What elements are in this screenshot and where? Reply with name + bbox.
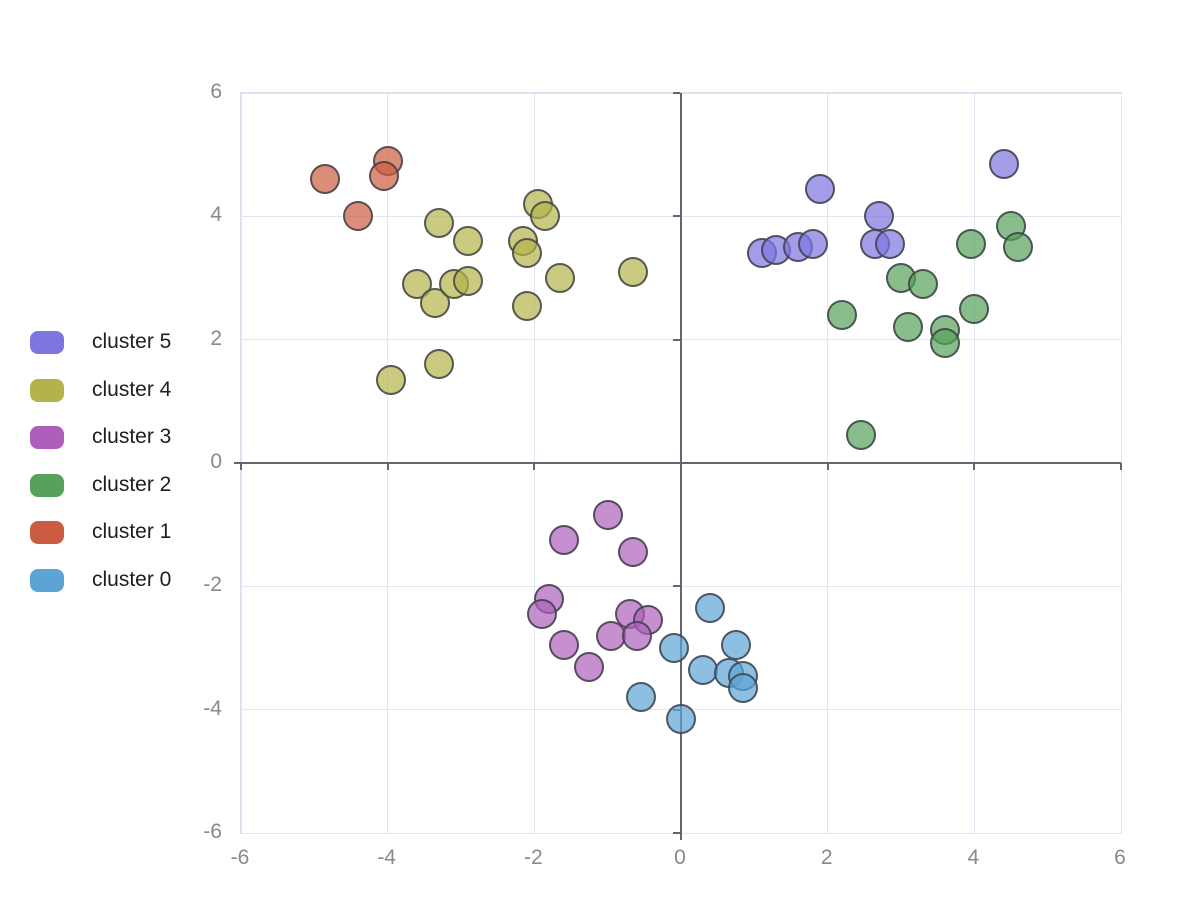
legend-swatch [30,330,64,354]
data-point [618,256,649,287]
data-point [721,629,751,660]
legend-label: cluster 4 [92,378,172,401]
plot-area [234,92,1122,840]
y-tick-label: 2 [210,326,222,350]
x-axis-tick [973,463,976,470]
y-tick-label: -4 [203,696,222,720]
legend-item-cluster-2[interactable]: cluster 2 [30,473,171,497]
y-tick-label: 6 [210,80,222,103]
data-point [343,201,374,232]
y-tick-label: -6 [203,820,222,843]
legend-label: cluster 3 [92,425,172,448]
x-tick-label: -2 [523,846,543,869]
data-point [574,651,605,682]
legend-swatch [30,378,64,402]
legend-swatch [30,520,64,544]
legend-label: cluster 0 [92,568,172,591]
legend-item-cluster-5[interactable]: cluster 5 [30,330,171,354]
legend-label: cluster 2 [92,473,172,496]
data-point [592,500,623,531]
y-axis-tick [673,832,680,834]
legend-item-cluster-3[interactable]: cluster 3 [30,425,171,449]
data-point [453,226,484,256]
data-point [695,592,726,623]
legend-swatch [30,425,64,449]
data-point [453,266,484,297]
data-point [959,293,990,324]
data-point [658,633,689,663]
x-tick-label: -4 [377,846,396,869]
x-axis-tick [680,463,682,470]
data-point [864,201,894,232]
y-tick-label: -2 [203,573,222,597]
data-point [827,300,858,330]
data-point [548,629,579,660]
data-point [310,164,341,195]
x-tick-label: 2 [820,846,833,869]
data-point [728,673,759,704]
data-point [955,229,986,260]
y-tick-label: 4 [210,203,222,227]
legend-item-cluster-0[interactable]: cluster 0 [30,568,171,592]
data-point [512,290,542,321]
legend-item-cluster-1[interactable]: cluster 1 [30,520,171,544]
y-axis-tick [673,585,680,588]
data-point [424,349,454,380]
data-point [908,269,938,300]
x-axis-tick [386,463,389,470]
legend-label: cluster 5 [92,330,172,353]
data-point [625,682,656,713]
data-point [1003,232,1034,263]
legend-swatch [30,473,64,497]
x-axis-tick [533,463,536,470]
legend-swatch [30,568,64,592]
data-point [930,327,960,358]
data-point [369,161,399,192]
data-point [545,263,575,293]
data-point [893,312,924,343]
data-point [618,537,649,568]
x-tick-label: 6 [1114,846,1126,869]
legend-item-cluster-4[interactable]: cluster 4 [30,378,171,402]
data-point [622,620,652,651]
data-point [805,173,836,204]
x-axis-tick [1120,463,1122,470]
data-point [424,207,454,238]
y-axis-tick [673,338,680,341]
x-tick-label: 0 [674,846,686,869]
y-axis-tick [673,215,680,218]
x-tick-label: 4 [967,846,980,869]
data-point [798,229,828,260]
data-point [875,229,905,260]
y-axis-tick [673,462,680,464]
data-point [666,703,696,734]
data-point [512,238,542,269]
data-point [530,201,561,232]
x-axis-tick [240,463,242,470]
data-point [526,599,557,630]
x-axis-tick [826,463,829,470]
y-axis-tick [673,92,680,94]
data-point [376,364,407,395]
legend-label: cluster 1 [92,520,172,543]
data-point [988,148,1019,179]
y-tick-label: 0 [210,450,222,473]
data-point [548,525,579,556]
data-point [845,420,876,451]
x-tick-label: -6 [230,846,250,869]
